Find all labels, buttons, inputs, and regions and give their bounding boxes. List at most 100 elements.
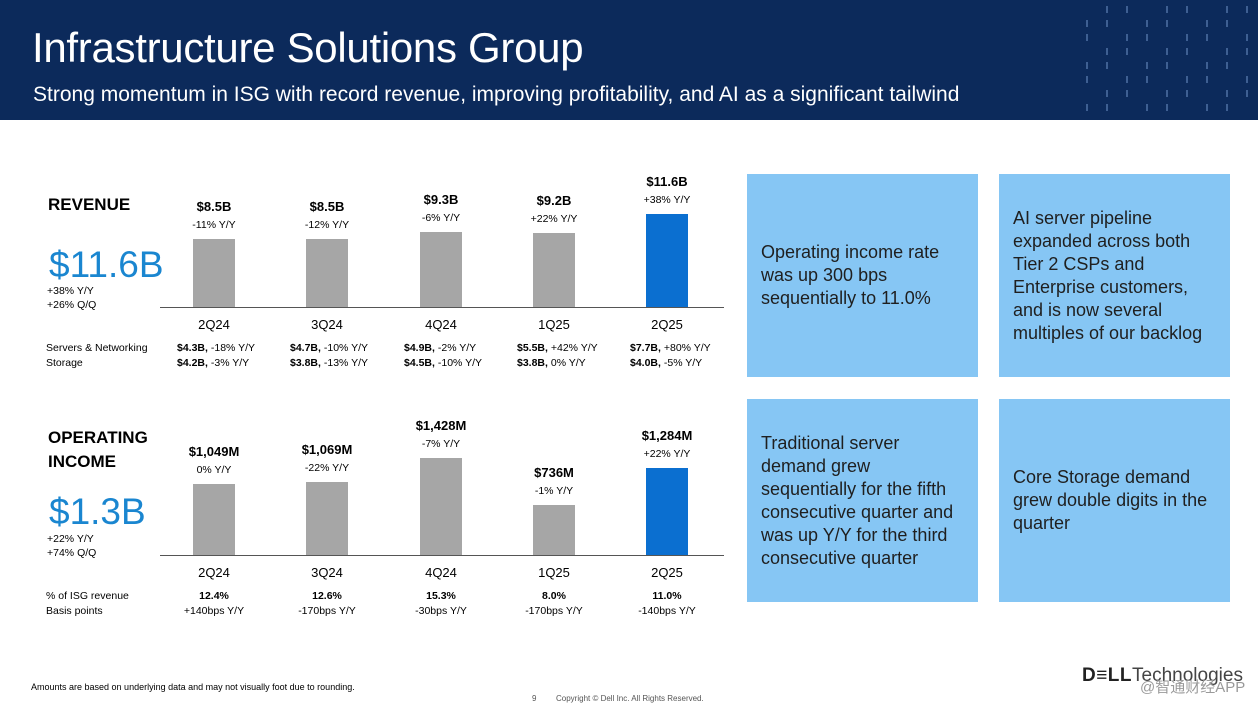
decorative-dot xyxy=(1186,6,1188,13)
breakdown-cell: $4.7B, -10% Y/Y xyxy=(290,341,368,356)
breakdown-cell: +140bps Y/Y xyxy=(183,605,245,617)
decorative-dot xyxy=(1246,34,1248,41)
decorative-dot xyxy=(1146,20,1148,27)
decorative-dot xyxy=(1226,90,1228,97)
callout-card-ai-pipeline: AI server pipeline expanded across both … xyxy=(999,174,1230,377)
decorative-dot xyxy=(1246,76,1248,83)
operating-income-growth-qq: +74% Q/Q xyxy=(47,547,97,559)
decorative-dot xyxy=(1166,104,1168,111)
x-axis-tick-label: 2Q24 xyxy=(198,565,230,580)
breakdown-cell: 11.0% xyxy=(652,590,682,602)
revenue-chart-baseline xyxy=(160,307,724,308)
callout-text: Traditional server demand grew sequentia… xyxy=(761,432,954,568)
revenue-title: REVENUE xyxy=(48,195,131,214)
breakdown-cell: -30bps Y/Y xyxy=(415,605,467,617)
dell-technologies-logo: D≡LLTechnologies xyxy=(1082,665,1243,687)
callout-text: AI server pipeline expanded across both … xyxy=(1013,207,1203,343)
bar-value-label: $8.5B xyxy=(309,199,345,214)
logo-wordmark: Technologies xyxy=(1132,665,1243,686)
breakdown-cell: $3.8B, -13% Y/Y xyxy=(290,356,368,371)
breakdown-change: -13% Y/Y xyxy=(320,357,369,369)
decorative-dot xyxy=(1166,90,1168,97)
breakdown-cell: $4.5B, -10% Y/Y xyxy=(404,356,482,371)
bar xyxy=(193,239,235,307)
operating-income-chart-baseline xyxy=(160,555,724,556)
decorative-dot xyxy=(1226,104,1228,111)
bar-change-label: -1% Y/Y xyxy=(534,485,574,497)
breakdown-cell: 15.3% xyxy=(426,590,456,602)
decorative-dot xyxy=(1126,6,1128,13)
decorative-dot xyxy=(1226,6,1228,13)
breakdown-change: -10% Y/Y xyxy=(320,342,369,354)
breakdown-change: -3% Y/Y xyxy=(207,357,250,369)
breakdown-cell: $4.3B, -18% Y/Y xyxy=(177,341,255,356)
decorative-dot xyxy=(1106,90,1108,97)
bar xyxy=(306,239,348,307)
bar-change-label: -6% Y/Y xyxy=(421,212,461,224)
breakdown-cell: $7.7B, +80% Y/Y xyxy=(630,341,711,356)
decorative-dot xyxy=(1146,62,1148,69)
x-axis-tick-label: 3Q24 xyxy=(311,565,343,580)
decorative-dot xyxy=(1226,48,1228,55)
decorative-dot xyxy=(1226,62,1228,69)
x-axis-tick-label: 1Q25 xyxy=(538,565,570,580)
breakdown-cell: $4.0B, -5% Y/Y xyxy=(630,356,702,371)
breakdown-value: $4.7B, xyxy=(290,342,321,354)
x-axis-tick-label: 4Q24 xyxy=(425,317,457,332)
operating-income-headline: $1.3B xyxy=(49,491,146,532)
breakdown-value: $4.0B, xyxy=(630,357,661,369)
operating-income-title-line2: INCOME xyxy=(48,452,116,471)
bar-value-label: $1,284M xyxy=(641,428,693,443)
revenue-headline: $11.6B xyxy=(49,244,164,285)
decorative-dot-pattern xyxy=(1086,6,1248,111)
bar xyxy=(420,232,462,307)
breakdown-cell: -170bps Y/Y xyxy=(525,605,583,617)
bar-value-label: $9.3B xyxy=(423,192,459,207)
bar xyxy=(193,484,235,555)
decorative-dot xyxy=(1146,104,1148,111)
decorative-dot xyxy=(1246,6,1248,13)
bar xyxy=(306,482,348,555)
breakdown-change: -10% Y/Y xyxy=(434,357,483,369)
decorative-dot xyxy=(1106,6,1108,13)
decorative-dot xyxy=(1106,20,1108,27)
decorative-dot xyxy=(1246,48,1248,55)
breakdown-value: $4.2B, xyxy=(177,357,208,369)
bar-value-label: $1,049M xyxy=(188,444,240,459)
breakdown-cell: $4.2B, -3% Y/Y xyxy=(177,356,249,371)
bar xyxy=(646,214,688,307)
bar-change-label: +38% Y/Y xyxy=(643,194,691,206)
breakdown-value: $5.5B, xyxy=(517,342,548,354)
decorative-dot xyxy=(1186,90,1188,97)
bar xyxy=(533,505,575,555)
decorative-dot xyxy=(1206,76,1208,83)
x-axis-tick-label: 2Q24 xyxy=(198,317,230,332)
x-axis-tick-label: 1Q25 xyxy=(538,317,570,332)
revenue-growth-yy: +38% Y/Y xyxy=(47,285,94,297)
decorative-dot xyxy=(1166,6,1168,13)
row-label: Servers & Networking xyxy=(46,342,148,354)
operating-income-title-line1: OPERATING xyxy=(48,428,148,447)
bar-change-label: +22% Y/Y xyxy=(643,448,691,460)
row-label: Storage xyxy=(46,357,83,369)
row-label: Basis points xyxy=(46,605,103,617)
callout-text: Operating income rate was up 300 bps seq… xyxy=(761,242,940,308)
x-axis-tick-label: 4Q24 xyxy=(425,565,457,580)
bar-change-label: +22% Y/Y xyxy=(530,213,578,225)
decorative-dot xyxy=(1106,62,1108,69)
watermark-text: @智通财经APP xyxy=(1140,679,1246,696)
decorative-dot xyxy=(1146,34,1148,41)
revenue-growth-qq: +26% Q/Q xyxy=(47,299,97,311)
bar xyxy=(420,458,462,555)
page-number: 9 xyxy=(532,694,537,703)
decorative-dot xyxy=(1106,48,1108,55)
breakdown-value: $4.5B, xyxy=(404,357,435,369)
slide-header: Infrastructure Solutions Group Strong mo… xyxy=(0,0,1258,120)
decorative-dot xyxy=(1086,104,1088,111)
breakdown-cell: 8.0% xyxy=(542,590,566,602)
footnote: Amounts are based on underlying data and… xyxy=(31,682,355,692)
callout-text: Core Storage demand grew double digits i… xyxy=(1013,467,1208,533)
breakdown-change: 0% Y/Y xyxy=(547,357,586,369)
decorative-dot xyxy=(1206,104,1208,111)
decorative-dot xyxy=(1166,62,1168,69)
